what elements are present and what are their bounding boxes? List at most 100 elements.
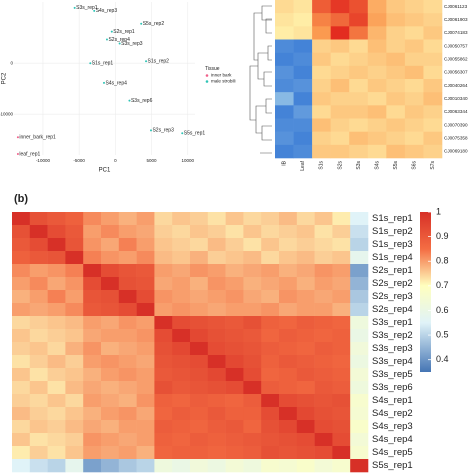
- heat-cell: [386, 105, 406, 119]
- heat-cell: [12, 290, 31, 304]
- heat-cell: [83, 212, 102, 226]
- heat-cell: [332, 381, 351, 395]
- heat-cell: [101, 459, 120, 473]
- heat-cell: [225, 251, 244, 265]
- heat-cell: [12, 212, 31, 226]
- heat-cell: [404, 118, 424, 132]
- heat-cell: [350, 446, 369, 460]
- heat-cell: [404, 79, 424, 93]
- heat-cell: [83, 368, 102, 382]
- point-label: inner_bark_rep1: [19, 135, 56, 141]
- heat-cell: [275, 65, 294, 80]
- heat-cell: [83, 316, 102, 330]
- column-label: S3s: [356, 161, 362, 170]
- heat-cell: [47, 407, 66, 421]
- colorbar-label: 0.5: [436, 329, 449, 339]
- row-label: CJ0061123: [444, 4, 468, 9]
- heat-cell: [65, 264, 84, 278]
- heat-cell: [29, 381, 48, 395]
- heat-cell: [296, 342, 315, 356]
- colorbar-label: 0.7: [436, 280, 449, 290]
- heat-cell: [350, 407, 369, 421]
- heat-cell: [207, 251, 226, 265]
- row-label: CJ0056307: [444, 70, 468, 75]
- heat-cell: [101, 420, 120, 434]
- heat-cell: [47, 212, 66, 226]
- row-label: CJ0040264: [444, 83, 468, 88]
- heat-cell: [314, 420, 333, 434]
- heat-cell: [190, 407, 209, 421]
- heat-cell: [296, 212, 315, 226]
- heat-cell: [312, 52, 331, 67]
- colorbar-label: 1: [436, 206, 441, 216]
- heat-cell: [101, 446, 120, 460]
- heat-cell: [225, 394, 244, 408]
- heat-cell: [225, 329, 244, 343]
- heat-cell: [47, 381, 66, 395]
- heat-cell: [47, 264, 66, 278]
- point-label: S1s_rep1: [92, 61, 114, 67]
- heat-cell: [386, 118, 406, 132]
- heat-cell: [65, 277, 84, 291]
- colorbar-label: 0.9: [436, 231, 449, 241]
- column-label: S7s: [430, 161, 436, 170]
- heat-cell: [350, 238, 369, 252]
- heat-cell: [12, 433, 31, 447]
- column-label: S1s: [319, 161, 325, 170]
- heat-cell: [207, 277, 226, 291]
- row-label: S3s_rep4: [372, 356, 413, 367]
- heat-cell: [118, 225, 137, 239]
- heat-cell: [172, 238, 191, 252]
- heat-cell: [243, 225, 262, 239]
- heat-cell: [172, 264, 191, 278]
- heat-cell: [12, 251, 31, 265]
- heat-cell: [190, 225, 209, 239]
- heat-cell: [47, 433, 66, 447]
- heat-cell: [190, 368, 209, 382]
- heat-cell: [207, 459, 226, 473]
- heat-cell: [47, 329, 66, 343]
- heat-cell: [296, 316, 315, 330]
- heat-cell: [65, 290, 84, 304]
- heat-cell: [312, 39, 331, 53]
- heat-cell: [279, 212, 298, 226]
- point-label: S2s_rep4: [108, 37, 130, 43]
- heat-cell: [332, 264, 351, 278]
- heat-cell: [404, 39, 424, 53]
- heat-cell: [296, 394, 315, 408]
- row-label: S4s_rep4: [372, 434, 413, 445]
- heat-cell: [243, 355, 262, 369]
- y-axis-label: PC2: [2, 72, 8, 84]
- point-label: S2s_rep1: [113, 29, 135, 35]
- x-tick-label: 10000: [182, 158, 195, 163]
- row-label: S2s_rep2: [372, 278, 413, 289]
- heat-cell: [404, 131, 424, 146]
- heat-cell: [423, 118, 443, 132]
- heat-cell: [314, 329, 333, 343]
- heat-cell: [314, 277, 333, 291]
- colorbar-label: 0.6: [436, 305, 449, 315]
- heat-cell: [225, 446, 244, 460]
- heat-cell: [12, 277, 31, 291]
- heat-cell: [349, 144, 369, 159]
- heat-cell: [404, 13, 424, 27]
- heat-cell: [83, 251, 102, 265]
- heat-cell: [275, 52, 294, 67]
- point: [118, 42, 121, 45]
- heat-cell: [207, 355, 226, 369]
- heat-cell: [65, 446, 84, 460]
- heat-cell: [154, 277, 173, 291]
- heat-cell: [314, 433, 333, 447]
- heat-cell: [29, 225, 48, 239]
- heat-cell: [83, 420, 102, 434]
- heat-cell: [332, 225, 351, 239]
- heat-cell: [207, 329, 226, 343]
- heat-cell: [118, 355, 137, 369]
- point: [16, 153, 19, 156]
- heat-cell: [190, 251, 209, 265]
- heat-cell: [279, 420, 298, 434]
- heat-cell: [190, 290, 209, 304]
- heat-cell: [190, 316, 209, 330]
- heat-cell: [279, 433, 298, 447]
- heat-cell: [296, 238, 315, 252]
